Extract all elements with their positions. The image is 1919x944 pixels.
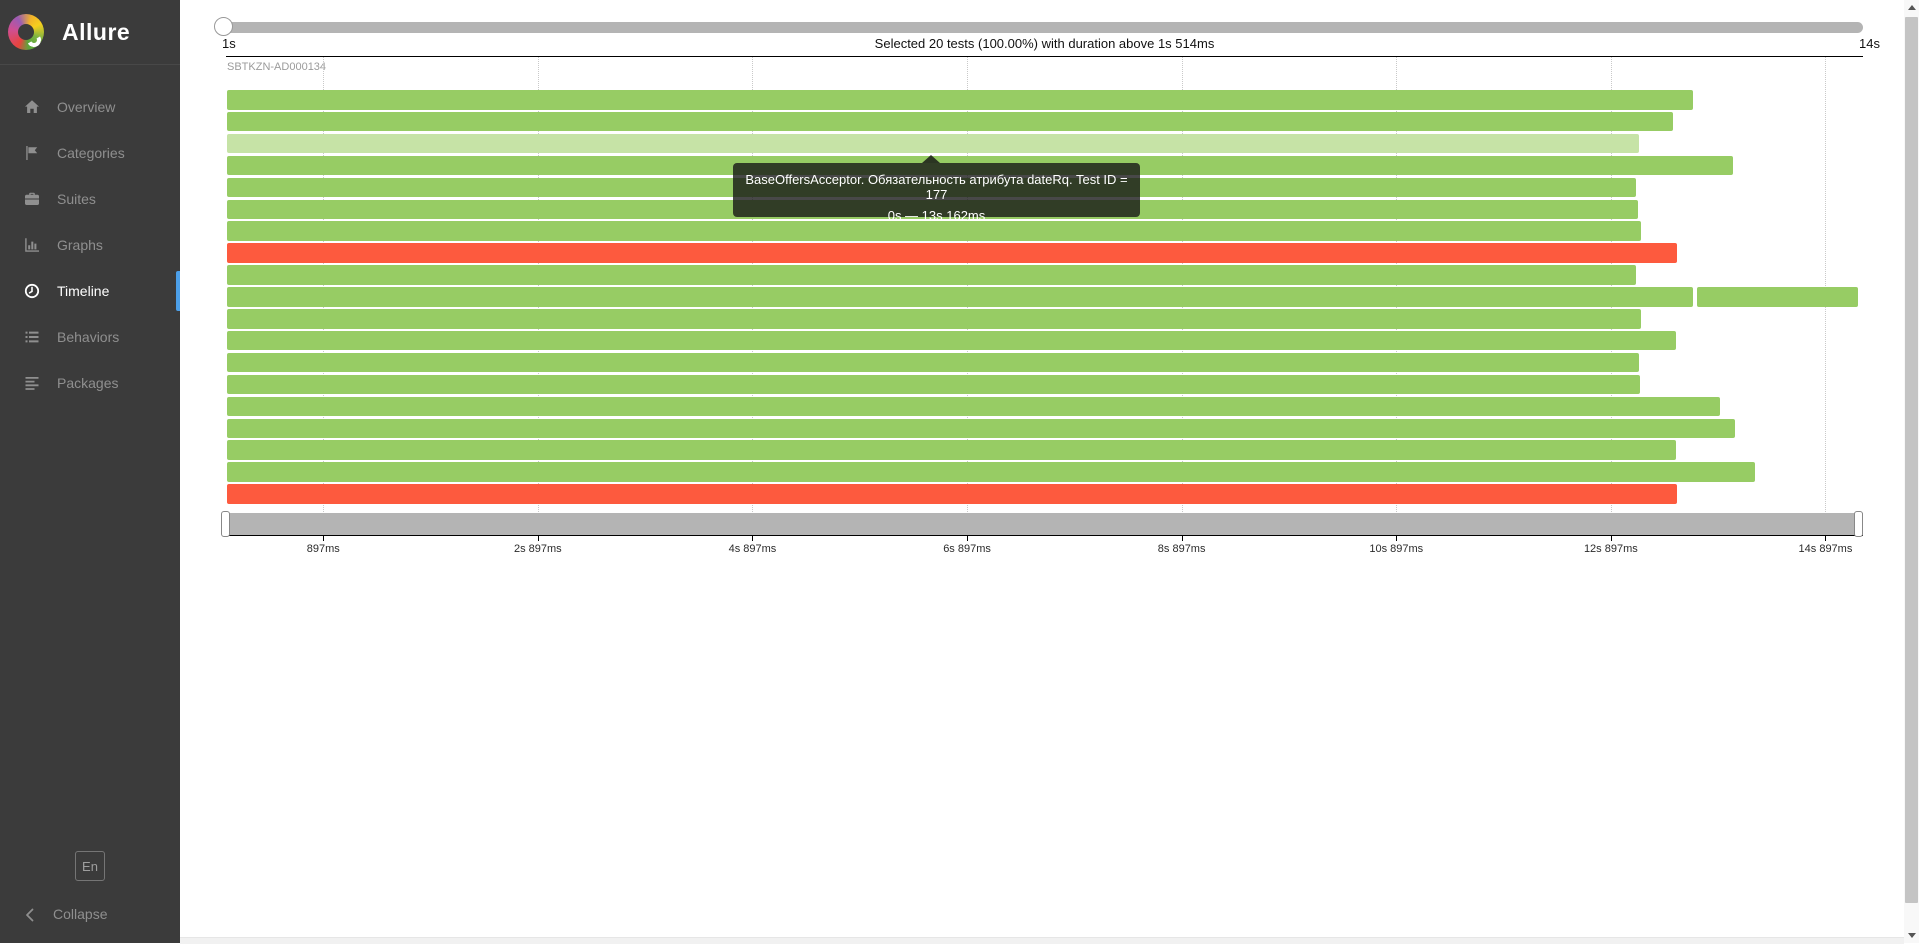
arrow-up-icon [1907, 5, 1916, 10]
timeline-bar[interactable] [227, 133, 1640, 154]
align-left-icon [24, 375, 40, 391]
axis-tick-label: 4s 897ms [728, 543, 777, 555]
sidebar-item-label: Overview [57, 99, 116, 115]
sidebar-item-categories[interactable]: Categories [0, 130, 180, 176]
axis-tick [1181, 536, 1183, 541]
sidebar-item-packages[interactable]: Packages [0, 360, 180, 406]
sidebar-item-label: Graphs [57, 237, 103, 253]
allure-logo-icon [8, 14, 44, 50]
timeline-bar[interactable] [227, 396, 1720, 417]
vertical-scrollbar-thumb[interactable] [1905, 17, 1918, 903]
collapse-label: Collapse [53, 906, 108, 922]
sidebar: Allure Overview Categories Suites Graphs Tim… [0, 0, 180, 943]
sidebar-item-graphs[interactable]: Graphs [0, 222, 180, 268]
bar-chart-icon [24, 237, 40, 253]
host-group-label: SBTKZN-AD000134 [227, 61, 327, 73]
timeline-bar[interactable] [227, 111, 1674, 132]
timeline-brush[interactable] [226, 513, 1863, 535]
sidebar-item-label: Behaviors [57, 329, 120, 345]
sidebar-item-timeline[interactable]: Timeline [0, 268, 180, 314]
collapse-button[interactable]: Collapse [0, 903, 180, 925]
timeline-bar[interactable] [227, 309, 1642, 329]
scroll-up-button[interactable] [1904, 0, 1919, 16]
range-max-label: 14s [1859, 36, 1880, 51]
sidebar-footer: En Collapse [0, 851, 180, 925]
chart-top-border [226, 56, 1863, 57]
duration-filter-track[interactable] [226, 22, 1863, 33]
brush-handle-right[interactable] [1854, 511, 1863, 537]
sidebar-item-label: Packages [57, 375, 119, 391]
axis-tick [1825, 536, 1827, 541]
timeline-bar[interactable] [227, 265, 1636, 285]
timeline-bar[interactable] [227, 243, 1677, 263]
timeline-bar[interactable] [227, 462, 1755, 482]
axis-tick-label: 14s 897ms [1798, 543, 1853, 555]
sidebar-item-label: Suites [57, 191, 96, 207]
tooltip-test-name: BaseOffersAcceptor. Обязательность атриб… [745, 172, 1128, 202]
tooltip-duration: 0s — 13s 162ms [887, 208, 986, 223]
timeline-bar[interactable] [227, 287, 1693, 307]
x-axis-line [226, 535, 1863, 536]
briefcase-icon [24, 191, 40, 207]
axis-tick [1396, 536, 1398, 541]
vertical-scrollbar[interactable] [1904, 0, 1919, 943]
timeline-page: 1s 14s Selected 20 tests (100.00%) with … [180, 0, 1919, 943]
timeline-bar[interactable] [227, 418, 1735, 438]
home-icon [24, 99, 40, 115]
timeline-bar[interactable] [227, 440, 1676, 460]
sidebar-item-overview[interactable]: Overview [0, 84, 180, 130]
timeline-bar[interactable] [227, 330, 1676, 351]
axis-tick [537, 536, 539, 541]
axis-tick [752, 536, 754, 541]
sidebar-item-label: Timeline [57, 283, 110, 299]
list-icon [24, 329, 40, 345]
clock-icon [24, 283, 40, 299]
sidebar-item-behaviors[interactable]: Behaviors [0, 314, 180, 360]
arrow-down-icon [1907, 933, 1916, 938]
sidebar-item-suites[interactable]: Suites [0, 176, 180, 222]
timeline-bar[interactable] [227, 484, 1677, 504]
chevron-left-icon [22, 907, 36, 922]
axis-tick-label: 12s 897ms [1583, 543, 1638, 555]
tooltip-arrow-icon [922, 155, 940, 163]
timeline-bar[interactable] [227, 221, 1642, 241]
axis-tick [967, 536, 969, 541]
logo-text: Allure [62, 18, 131, 45]
timeline-bar[interactable] [227, 374, 1641, 395]
timeline-bar[interactable] [227, 90, 1693, 110]
language-button[interactable]: En [75, 851, 105, 881]
horizontal-scrollbar[interactable] [180, 937, 1904, 944]
axis-tick-label: 897ms [306, 543, 340, 555]
range-min-label: 1s [222, 36, 236, 51]
timeline-bar[interactable] [1697, 287, 1858, 307]
timeline-bar[interactable] [227, 352, 1640, 373]
logo[interactable]: Allure [0, 0, 180, 65]
bar-tooltip: BaseOffersAcceptor. Обязательность атриб… [733, 155, 1140, 223]
sidebar-item-label: Categories [57, 145, 125, 161]
axis-tick [323, 536, 325, 541]
selection-summary: Selected 20 tests (100.00%) with duratio… [874, 36, 1215, 51]
axis-tick-label: 2s 897ms [513, 543, 562, 555]
axis-tick [1610, 536, 1612, 541]
axis-tick-label: 6s 897ms [943, 543, 991, 555]
timeline-chart: SBTKZN-AD000134 897ms 2s 897ms 4s 897ms 6s … [180, 0, 1919, 600]
scroll-down-button[interactable] [1904, 927, 1919, 943]
sidebar-nav: Overview Categories Suites Graphs Timeline Be… [0, 84, 180, 406]
axis-tick-label: 8s 897ms [1157, 543, 1206, 555]
axis-tick-label: 10s 897ms [1369, 543, 1424, 555]
flag-icon [24, 145, 40, 161]
duration-filter-handle[interactable] [214, 17, 233, 36]
brush-handle-left[interactable] [221, 511, 230, 537]
